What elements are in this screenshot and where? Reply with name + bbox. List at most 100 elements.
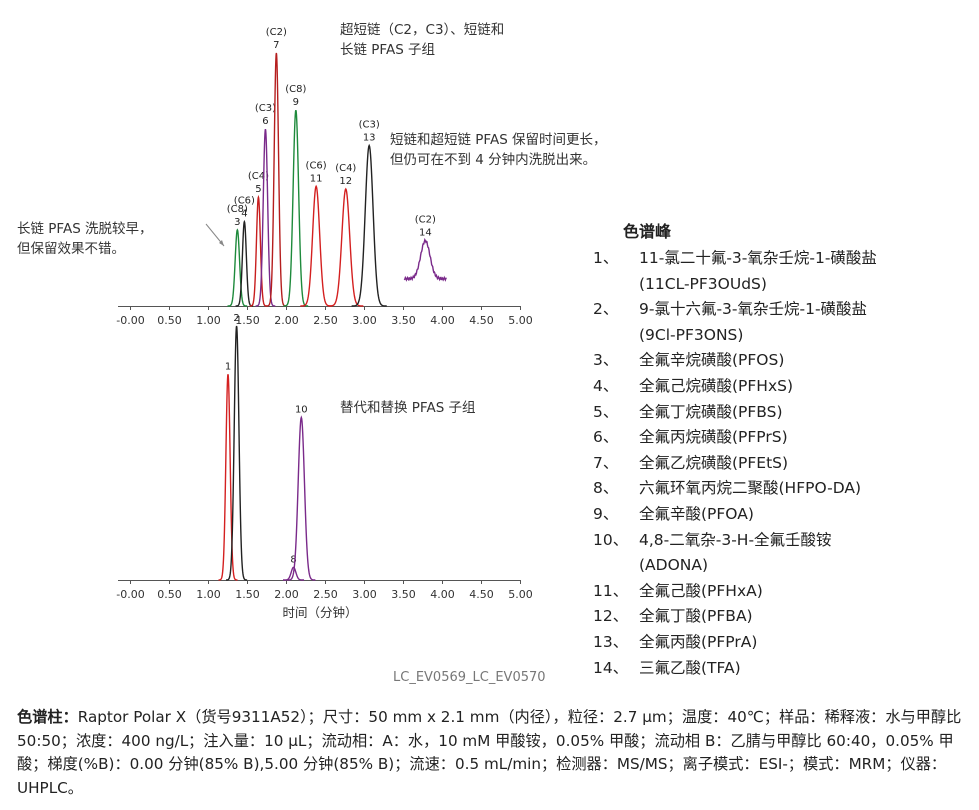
legend-item-number: 10、 xyxy=(593,530,629,549)
legend-item-number: 1、 xyxy=(593,249,619,267)
peak-chain-label: (C2) xyxy=(415,215,436,226)
legend-item-number: 4、 xyxy=(593,376,619,395)
peak-14 xyxy=(403,237,447,282)
x-tick-label: 3.00 xyxy=(352,314,377,327)
figure-code: LC_EV0569_LC_EV0570 xyxy=(393,670,546,685)
peak-label: 13 xyxy=(363,133,376,144)
legend-item-name: 全氟己酸(PFHxA) xyxy=(639,581,763,600)
legend-item: 11、 全氟己酸(PFHxA) xyxy=(593,579,877,605)
legend-item: 5、 全氟丁烷磺酸(PFBS) xyxy=(593,400,877,426)
legend-item: 6、 全氟丙烷磺酸(PFPrS) xyxy=(593,425,877,451)
peak-3 xyxy=(227,228,248,307)
peak-chain-label: (C4) xyxy=(335,163,356,174)
x-tick-label: 0.50 xyxy=(157,588,182,601)
bottom-subgroup-title: 替代和替换 PFAS 子组 xyxy=(340,400,476,416)
peak-label: 14 xyxy=(419,228,432,239)
legend-title: 色谱峰 xyxy=(623,222,672,241)
legend-item-name: 9-氯十六氟-3-氧杂壬烷-1-磺酸盐 xyxy=(639,300,868,319)
peak-chain-label: (C8) xyxy=(285,84,306,95)
legend-item: 13、 全氟丙酸(PFPrA) xyxy=(593,630,877,656)
peak-chain-label: (C8) xyxy=(227,204,248,215)
peak-5 xyxy=(249,194,268,307)
legend-item-number: 12、 xyxy=(593,607,629,626)
peak-label: 8 xyxy=(290,554,296,565)
peak-chain-label: (C2) xyxy=(266,27,287,38)
x-tick-label: 3.50 xyxy=(391,588,416,601)
legend-item: 7、 全氟乙烷磺酸(PFEtS) xyxy=(593,451,877,477)
legend-item-number: 3、 xyxy=(593,351,619,370)
legend-item: 3、 全氟辛烷磺酸(PFOS) xyxy=(593,348,877,374)
legend-item: 12、 全氟丁酸(PFBA) xyxy=(593,604,877,630)
legend-item-name: 全氟辛烷磺酸(PFOS) xyxy=(639,351,785,370)
peak-8 xyxy=(282,566,305,581)
legend-item-number: 6、 xyxy=(593,428,619,447)
peak-label: 5 xyxy=(255,184,261,195)
peak-chain-label: (C6) xyxy=(306,160,327,171)
legend-item: 10、 4,8-二氧杂-3-H-全氟壬酸铵 xyxy=(593,528,877,554)
x-tick-label: 3.00 xyxy=(352,588,377,601)
legend-item-number: 8、 xyxy=(593,479,619,498)
legend-item-number: 2、 xyxy=(593,300,619,319)
peak-chain-label: (C3) xyxy=(255,103,276,114)
right-note-line2: 但仍可在不到 4 分钟内洗脱出来。 xyxy=(390,152,597,168)
peak-label: 3 xyxy=(234,217,240,228)
legend-item-number: 7、 xyxy=(593,453,619,472)
top-title-line2: 长链 PFAS 子组 xyxy=(340,42,436,58)
peak-legend: 色谱峰 1、 11-氯二十氟-3-氧杂壬烷-1-磺酸盐 (11CL-PF3OUdS)… xyxy=(593,218,877,681)
legend-item-name: 全氟丁酸(PFBA) xyxy=(639,607,753,626)
legend-item-name: 三氟乙酸(TFA) xyxy=(639,658,741,677)
left-note-line2: 但保留效果不错。 xyxy=(17,241,125,257)
left-note-line1: 长链 PFAS 洗脱较早， xyxy=(17,221,153,237)
peak-chain-label: (C3) xyxy=(359,120,380,131)
legend-item-name: 全氟丁烷磺酸(PFBS) xyxy=(639,402,783,421)
x-tick-label: 5.00 xyxy=(508,314,533,327)
x-tick-label: -0.00 xyxy=(116,314,144,327)
legend-item-name: 4,8-二氧杂-3-H-全氟壬酸铵 xyxy=(639,530,832,549)
x-tick-label: 2.50 xyxy=(313,314,338,327)
legend-item-number: 13、 xyxy=(593,632,629,651)
peak-label: 6 xyxy=(262,116,268,127)
x-tick-label: 1.00 xyxy=(196,588,221,601)
peak-13 xyxy=(351,143,387,307)
legend-item-number: 9、 xyxy=(593,504,619,523)
legend-item-number: 14、 xyxy=(593,658,629,677)
top-title-line1: 超短链（C2，C3）、短链和 xyxy=(340,22,505,38)
x-tick-label: 5.00 xyxy=(508,588,533,601)
legend-item-name: 六氟环氧丙烷二聚酸(HFPO-DA) xyxy=(639,479,862,498)
peak-label: 10 xyxy=(295,404,308,415)
legend-item: 4、 全氟己烷磺酸(PFHxS) xyxy=(593,374,877,400)
legend-item-abbr: (ADONA) xyxy=(639,556,709,575)
peak-label: 2 xyxy=(233,313,239,324)
x-tick-label: 1.50 xyxy=(235,588,260,601)
x-tick-label: 3.50 xyxy=(391,314,416,327)
footer-text: Raptor Polar X（货号9311A52）；尺寸：50 mm x 2.1… xyxy=(17,708,962,797)
legend-item-name: 全氟己烷磺酸(PFHxS) xyxy=(639,376,794,395)
legend-item-number: 11、 xyxy=(593,581,629,600)
x-tick-label: 4.00 xyxy=(430,314,455,327)
legend-item: 8、 六氟环氧丙烷二聚酸(HFPO-DA) xyxy=(593,476,877,502)
x-tick-label: -0.00 xyxy=(116,588,144,601)
legend-item: 9、 全氟辛酸(PFOA) xyxy=(593,502,877,528)
peak-11 xyxy=(300,184,332,307)
peak-2 xyxy=(226,325,248,581)
peak-label: 9 xyxy=(293,97,299,108)
peak-1 xyxy=(218,374,238,581)
peak-label: 12 xyxy=(339,176,352,187)
peak-9 xyxy=(283,109,309,307)
legend-item-abbr: (9Cl-PF3ONS) xyxy=(639,325,744,344)
x-tick-label: 4.00 xyxy=(430,588,455,601)
x-tick-label: 1.50 xyxy=(235,314,260,327)
right-note-line1: 短链和超短链 PFAS 保留时间更长， xyxy=(390,132,607,148)
legend-item-name: 全氟丙酸(PFPrA) xyxy=(639,632,758,651)
legend-item: 14、 三氟乙酸(TFA) xyxy=(593,656,877,682)
x-tick-label: 2.00 xyxy=(274,588,299,601)
legend-item-name: 全氟丙烷磺酸(PFPrS) xyxy=(639,428,788,447)
x-axis-title: 时间（分钟） xyxy=(282,605,357,620)
peak-label: 1 xyxy=(225,361,231,372)
footer-label: 色谱柱： xyxy=(17,708,78,726)
x-tick-label: 2.50 xyxy=(313,588,338,601)
method-conditions: 色谱柱：Raptor Polar X（货号9311A52）；尺寸：50 mm x… xyxy=(17,706,967,800)
peak-6 xyxy=(255,129,276,307)
x-tick-label: 0.50 xyxy=(157,314,182,327)
x-tick-label: 4.50 xyxy=(469,588,494,601)
